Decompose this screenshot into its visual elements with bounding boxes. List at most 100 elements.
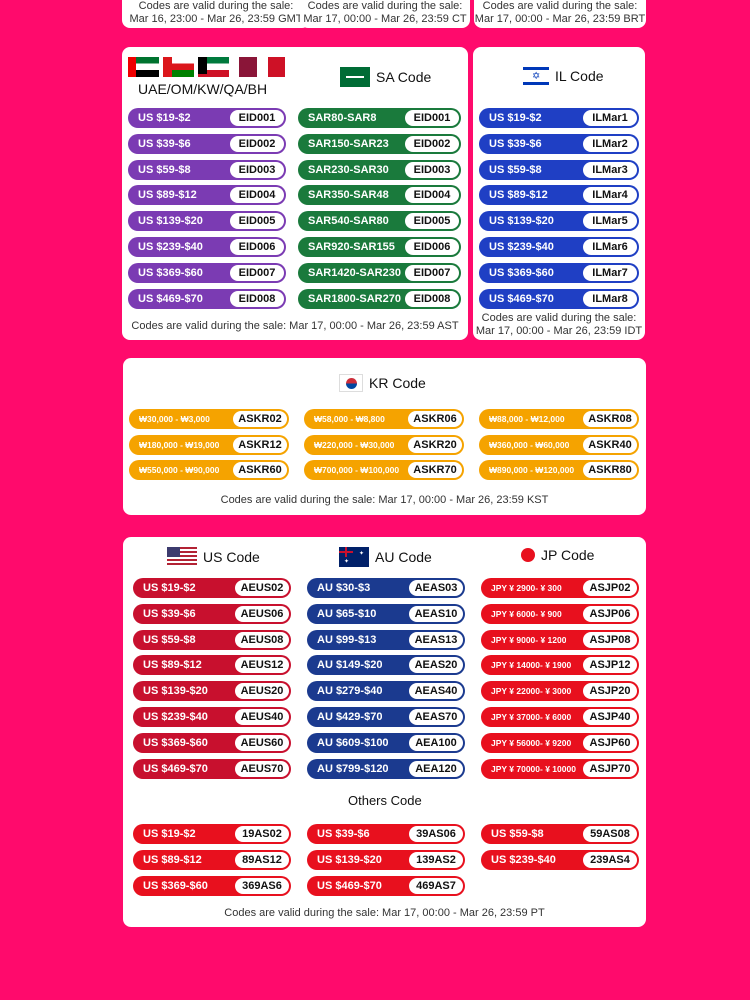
kr-coupon-code[interactable]: ASKR40	[583, 436, 637, 453]
gulf-code-pill[interactable]: US $89-$12 EID004	[128, 185, 286, 206]
il-code-pill[interactable]: US $59-$8 ILMar3	[479, 159, 639, 180]
kr-coupon-code[interactable]: ASKR60	[233, 462, 287, 478]
others-code-pill[interactable]: US $239-$40 239AS4	[481, 850, 639, 870]
jp-coupon-code[interactable]: ASJP20	[583, 683, 637, 700]
il-code-pill[interactable]: US $469-$70 ILMar8	[479, 288, 639, 309]
au-code-pill[interactable]: AU $30-$3 AEAS03	[307, 578, 465, 598]
il-code-pill[interactable]: US $89-$12 ILMar4	[479, 185, 639, 206]
us-coupon-code[interactable]: AEUS12	[235, 657, 289, 674]
jp-code-pill[interactable]: JPY ¥ 9000- ¥ 1200 ASJP08	[481, 629, 639, 650]
au-coupon-code[interactable]: AEAS70	[409, 709, 463, 725]
il-coupon-code[interactable]: ILMar8	[583, 290, 637, 307]
il-code-pill[interactable]: US $139-$20 ILMar5	[479, 211, 639, 232]
sa-coupon-code[interactable]: EID004	[405, 187, 459, 204]
jp-code-pill[interactable]: JPY ¥ 6000- ¥ 900 ASJP06	[481, 603, 639, 624]
kr-code-pill[interactable]: ₩180,000 - ₩19,000 ASKR12	[129, 434, 289, 455]
others-code-pill[interactable]: US $369-$60 369AS6	[133, 876, 291, 896]
us-coupon-code[interactable]: AEUS08	[235, 631, 289, 648]
others-code-pill[interactable]: US $139-$20 139AS2	[307, 850, 465, 870]
kr-coupon-code[interactable]: ASKR06	[408, 411, 462, 427]
jp-coupon-code[interactable]: ASJP02	[583, 580, 637, 596]
sa-coupon-code[interactable]: EID008	[405, 290, 459, 307]
sa-coupon-code[interactable]: EID001	[405, 110, 459, 126]
jp-coupon-code[interactable]: ASJP06	[583, 605, 637, 622]
au-code-pill[interactable]: AU $65-$10 AEAS10	[307, 603, 465, 624]
jp-coupon-code[interactable]: ASJP60	[583, 734, 637, 751]
sa-code-pill[interactable]: SAR1420-SAR230 EID007	[298, 262, 461, 283]
others-code-pill[interactable]: US $59-$8 59AS08	[481, 824, 639, 844]
au-coupon-code[interactable]: AEA120	[409, 760, 463, 777]
us-coupon-code[interactable]: AEUS60	[235, 734, 289, 751]
kr-code-pill[interactable]: ₩360,000 - ₩60,000 ASKR40	[479, 434, 639, 455]
us-code-pill[interactable]: US $369-$60 AEUS60	[133, 732, 291, 753]
kr-code-pill[interactable]: ₩700,000 - ₩100,000 ASKR70	[304, 460, 464, 480]
us-coupon-code[interactable]: AEUS40	[235, 709, 289, 725]
il-coupon-code[interactable]: ILMar5	[583, 213, 637, 230]
jp-code-pill[interactable]: JPY ¥ 2900- ¥ 300 ASJP02	[481, 578, 639, 598]
au-coupon-code[interactable]: AEAS03	[409, 580, 463, 596]
sa-code-pill[interactable]: SAR150-SAR23 EID002	[298, 133, 461, 154]
jp-coupon-code[interactable]: ASJP08	[583, 631, 637, 648]
il-code-pill[interactable]: US $39-$6 ILMar2	[479, 133, 639, 154]
gulf-coupon-code[interactable]: EID002	[230, 135, 284, 152]
us-code-pill[interactable]: US $59-$8 AEUS08	[133, 629, 291, 650]
us-coupon-code[interactable]: AEUS70	[235, 760, 289, 777]
au-coupon-code[interactable]: AEAS20	[409, 657, 463, 674]
others-code-pill[interactable]: US $89-$12 89AS12	[133, 850, 291, 870]
jp-code-pill[interactable]: JPY ¥ 37000- ¥ 6000 ASJP40	[481, 707, 639, 727]
gulf-coupon-code[interactable]: EID006	[230, 239, 284, 255]
sa-code-pill[interactable]: SAR540-SAR80 EID005	[298, 211, 461, 232]
kr-code-pill[interactable]: ₩58,000 - ₩8,800 ASKR06	[304, 409, 464, 429]
kr-coupon-code[interactable]: ASKR12	[233, 436, 287, 453]
sa-coupon-code[interactable]: EID002	[405, 135, 459, 152]
kr-code-pill[interactable]: ₩550,000 - ₩90,000 ASKR60	[129, 460, 289, 480]
jp-coupon-code[interactable]: ASJP40	[583, 709, 637, 725]
gulf-code-pill[interactable]: US $39-$6 EID002	[128, 133, 286, 154]
jp-code-pill[interactable]: JPY ¥ 70000- ¥ 10000 ASJP70	[481, 758, 639, 779]
gulf-code-pill[interactable]: US $19-$2 EID001	[128, 108, 286, 128]
sa-coupon-code[interactable]: EID003	[405, 161, 459, 178]
others-code-pill[interactable]: US $39-$6 39AS06	[307, 824, 465, 844]
il-coupon-code[interactable]: ILMar4	[583, 187, 637, 204]
us-coupon-code[interactable]: AEUS06	[235, 605, 289, 622]
kr-coupon-code[interactable]: ASKR80	[583, 462, 637, 478]
others-coupon-code[interactable]: 59AS08	[583, 826, 637, 842]
kr-code-pill[interactable]: ₩220,000 - ₩30,000 ASKR20	[304, 434, 464, 455]
us-code-pill[interactable]: US $19-$2 AEUS02	[133, 578, 291, 598]
il-code-pill[interactable]: US $19-$2 ILMar1	[479, 108, 639, 128]
others-coupon-code[interactable]: 139AS2	[409, 852, 463, 868]
au-code-pill[interactable]: AU $149-$20 AEAS20	[307, 655, 465, 676]
kr-coupon-code[interactable]: ASKR70	[408, 462, 462, 478]
au-code-pill[interactable]: AU $609-$100 AEA100	[307, 732, 465, 753]
us-code-pill[interactable]: US $469-$70 AEUS70	[133, 758, 291, 779]
il-coupon-code[interactable]: ILMar2	[583, 135, 637, 152]
others-code-pill[interactable]: US $19-$2 19AS02	[133, 824, 291, 844]
il-coupon-code[interactable]: ILMar1	[583, 110, 637, 126]
au-coupon-code[interactable]: AEA100	[409, 734, 463, 751]
il-coupon-code[interactable]: ILMar7	[583, 264, 637, 281]
sa-code-pill[interactable]: SAR80-SAR8 EID001	[298, 108, 461, 128]
gulf-code-pill[interactable]: US $139-$20 EID005	[128, 211, 286, 232]
au-coupon-code[interactable]: AEAS13	[409, 631, 463, 648]
il-code-pill[interactable]: US $239-$40 ILMar6	[479, 237, 639, 257]
il-code-pill[interactable]: US $369-$60 ILMar7	[479, 262, 639, 283]
gulf-code-pill[interactable]: US $369-$60 EID007	[128, 262, 286, 283]
sa-coupon-code[interactable]: EID007	[405, 264, 459, 281]
jp-coupon-code[interactable]: ASJP12	[583, 657, 637, 674]
us-code-pill[interactable]: US $139-$20 AEUS20	[133, 681, 291, 702]
sa-code-pill[interactable]: SAR230-SAR30 EID003	[298, 159, 461, 180]
gulf-coupon-code[interactable]: EID008	[230, 290, 284, 307]
il-coupon-code[interactable]: ILMar6	[583, 239, 637, 255]
others-coupon-code[interactable]: 19AS02	[235, 826, 289, 842]
sa-coupon-code[interactable]: EID005	[405, 213, 459, 230]
gulf-code-pill[interactable]: US $59-$8 EID003	[128, 159, 286, 180]
kr-code-pill[interactable]: ₩890,000 - ₩120,000 ASKR80	[479, 460, 639, 480]
jp-code-pill[interactable]: JPY ¥ 56000- ¥ 9200 ASJP60	[481, 732, 639, 753]
gulf-coupon-code[interactable]: EID007	[230, 264, 284, 281]
il-coupon-code[interactable]: ILMar3	[583, 161, 637, 178]
others-coupon-code[interactable]: 39AS06	[409, 826, 463, 842]
jp-coupon-code[interactable]: ASJP70	[583, 760, 637, 777]
gulf-coupon-code[interactable]: EID004	[230, 187, 284, 204]
gulf-coupon-code[interactable]: EID003	[230, 161, 284, 178]
sa-code-pill[interactable]: SAR350-SAR48 EID004	[298, 185, 461, 206]
